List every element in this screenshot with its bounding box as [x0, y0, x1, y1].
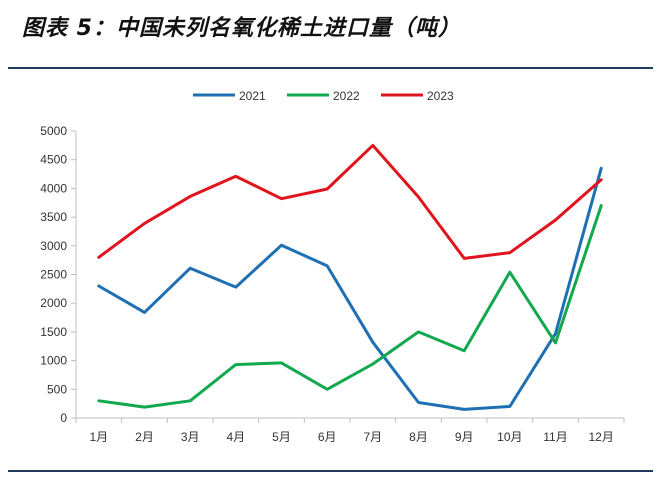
legend-item-2023: 2023 [381, 89, 454, 103]
y-tick-label: 500 [47, 382, 67, 396]
y-tick-label: 1500 [40, 325, 67, 339]
x-tick-label: 4月 [226, 430, 245, 444]
x-tick-label: 3月 [181, 430, 200, 444]
legend-label: 2023 [427, 89, 454, 103]
y-tick-label: 3000 [40, 239, 67, 253]
y-axis: 0 500 1000 1500 2000 2500 3000 3500 4000 4500 5000 [40, 124, 77, 425]
x-tick-label: 11月 [543, 430, 567, 444]
y-tick-label: 4000 [40, 181, 67, 195]
y-tick-label: 0 [60, 411, 67, 425]
x-tick-label: 9月 [455, 430, 474, 444]
top-divider [8, 67, 653, 69]
series-line-2021 [97, 166, 603, 411]
x-tick-label: 8月 [409, 430, 428, 444]
y-tick-label: 1000 [40, 354, 67, 368]
x-tick-label: 1月 [89, 430, 108, 444]
y-tick-label: 2500 [40, 268, 67, 282]
x-tick-label: 2月 [135, 430, 154, 444]
series-line-2023 [97, 143, 603, 260]
legend-label: 2022 [333, 89, 360, 103]
x-tick-label: 5月 [272, 430, 291, 444]
x-tick-label: 6月 [318, 430, 337, 444]
series-line-2022 [97, 204, 603, 409]
y-tick-label: 4500 [40, 153, 67, 167]
x-axis: 1月 2月 3月 4月 5月 6月 7月 8月 9月 10月 11月 12月 [75, 417, 625, 444]
bottom-divider [8, 470, 653, 472]
y-tick-label: 2000 [40, 296, 67, 310]
y-tick-label: 5000 [40, 124, 67, 138]
x-tick-label: 7月 [363, 430, 382, 444]
y-tick-label: 3500 [40, 210, 67, 224]
legend-item-2022: 2022 [287, 89, 360, 103]
chart-legend: 2021 2022 2023 [193, 89, 454, 103]
chart-series-lines [97, 143, 603, 411]
figure-title: 图表 5：中国未列名氧化稀土进口量（吨） [22, 16, 461, 41]
legend-label: 2021 [239, 89, 266, 103]
legend-item-2021: 2021 [193, 89, 266, 103]
x-tick-label: 12月 [588, 430, 613, 444]
x-tick-label: 10月 [497, 430, 522, 444]
